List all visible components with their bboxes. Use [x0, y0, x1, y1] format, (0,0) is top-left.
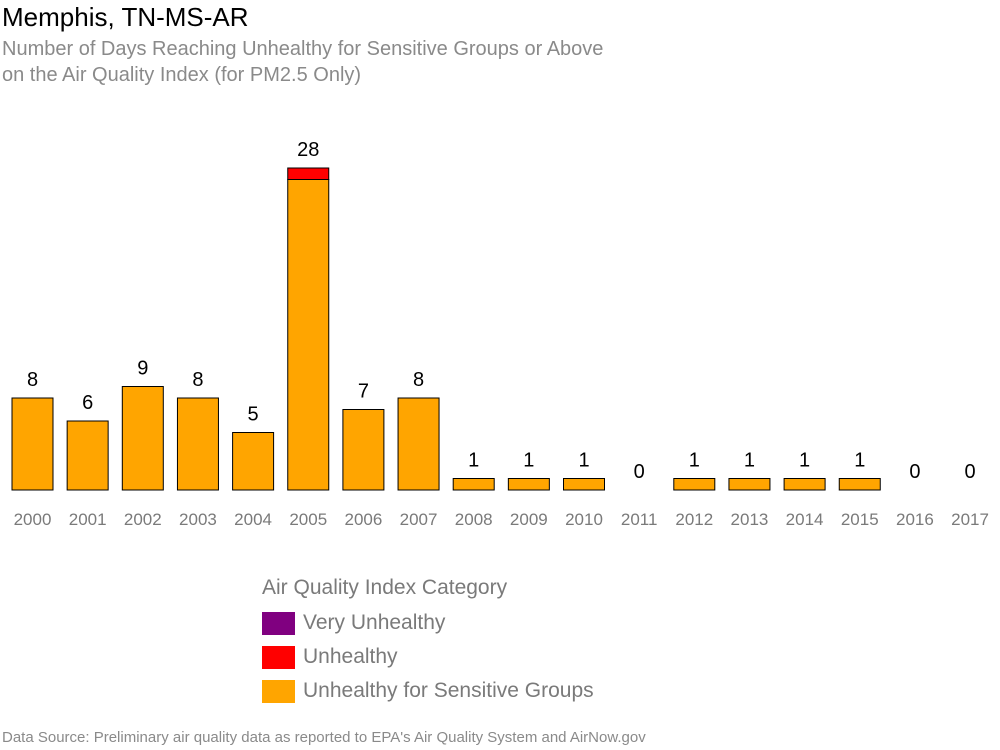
x-tick-label: 2010 [565, 510, 603, 529]
x-tick-label: 2013 [731, 510, 769, 529]
legend-title: Air Quality Index Category [262, 576, 508, 599]
bar-value-label: 5 [248, 404, 259, 426]
x-tick-label: 2007 [400, 510, 438, 529]
bar-value-label: 1 [468, 450, 479, 472]
bar-value-label: 0 [909, 461, 920, 483]
bar-value-label: 1 [799, 450, 810, 472]
bar-segment [397, 397, 440, 491]
bar-value-label: 1 [689, 450, 700, 472]
x-tick-label: 2006 [344, 510, 382, 529]
subtitle-line-1: Number of Days Reaching Unhealthy for Se… [2, 38, 604, 60]
bar-value-label: 0 [964, 461, 975, 483]
x-tick-label: 2000 [14, 510, 52, 529]
legend-label: Unhealthy [303, 645, 398, 668]
x-tick-label: 2005 [289, 510, 327, 529]
chart-subtitle: Number of Days Reaching Unhealthy for Se… [2, 36, 603, 88]
legend-item-very-unhealthy: Very Unhealthy [262, 606, 594, 640]
legend-item-usg: Unhealthy for Sensitive Groups [262, 674, 594, 708]
x-tick-label: 2017 [951, 510, 989, 529]
bar-segment [11, 397, 54, 491]
bar-segment [563, 478, 605, 491]
bar-value-label: 6 [82, 392, 93, 414]
x-tick-label: 2014 [786, 510, 824, 529]
x-tick-label: 2012 [675, 510, 713, 529]
legend: Air Quality Index Category Very Unhealth… [262, 576, 594, 708]
bar-segment [232, 432, 275, 491]
bar-segment [783, 478, 826, 491]
x-tick-label: 2009 [510, 510, 548, 529]
bar-segment [507, 478, 550, 491]
bar-segment [838, 478, 881, 491]
legend-swatch [262, 645, 295, 669]
x-tick-label: 2016 [896, 510, 934, 529]
x-tick-label: 2011 [621, 510, 658, 529]
x-tick-label: 2008 [455, 510, 493, 529]
x-tick-label: 2004 [234, 510, 272, 529]
bar-value-label: 1 [523, 450, 534, 472]
legend-item-unhealthy: Unhealthy [262, 640, 594, 674]
bar-value-label: 1 [744, 450, 755, 472]
bar-value-label: 1 [578, 450, 589, 472]
bar-segment [287, 167, 330, 180]
x-tick-label: 2001 [69, 510, 107, 529]
bar-segment [728, 478, 771, 491]
legend-swatch [262, 679, 295, 703]
data-source-note: Data Source: Preliminary air quality dat… [2, 729, 646, 746]
bar-value-label: 8 [27, 369, 38, 391]
bar-value-label: 8 [192, 369, 203, 391]
bar-value-label: 1 [854, 450, 865, 472]
bar-value-label: 8 [413, 369, 424, 391]
bar-segment [673, 478, 716, 491]
x-tick-label: 2003 [179, 510, 217, 529]
subtitle-line-2: on the Air Quality Index (for PM2.5 Only… [2, 64, 362, 86]
legend-label: Very Unhealthy [303, 611, 446, 634]
chart-title: Memphis, TN-MS-AR [2, 2, 249, 32]
bar-value-label: 28 [297, 139, 319, 161]
bar-value-label: 7 [358, 381, 369, 403]
x-tick-label: 2002 [124, 510, 162, 529]
bar-segment [287, 179, 330, 491]
bar-segment [121, 386, 164, 491]
bar-segment [452, 478, 495, 491]
legend-swatch [262, 611, 295, 635]
bar-chart: 8 2000 6 2001 9 2002 8 2003 5 2004 28 2005 7 2006 8 200… [11, 139, 989, 529]
bar-segment [66, 420, 109, 491]
bar-value-label: 9 [137, 358, 148, 380]
x-tick-label: 2015 [841, 510, 879, 529]
legend-label: Unhealthy for Sensitive Groups [303, 679, 594, 702]
bar-segment [342, 409, 385, 491]
bar-value-label: 0 [634, 461, 645, 483]
bar-segment [176, 397, 219, 491]
